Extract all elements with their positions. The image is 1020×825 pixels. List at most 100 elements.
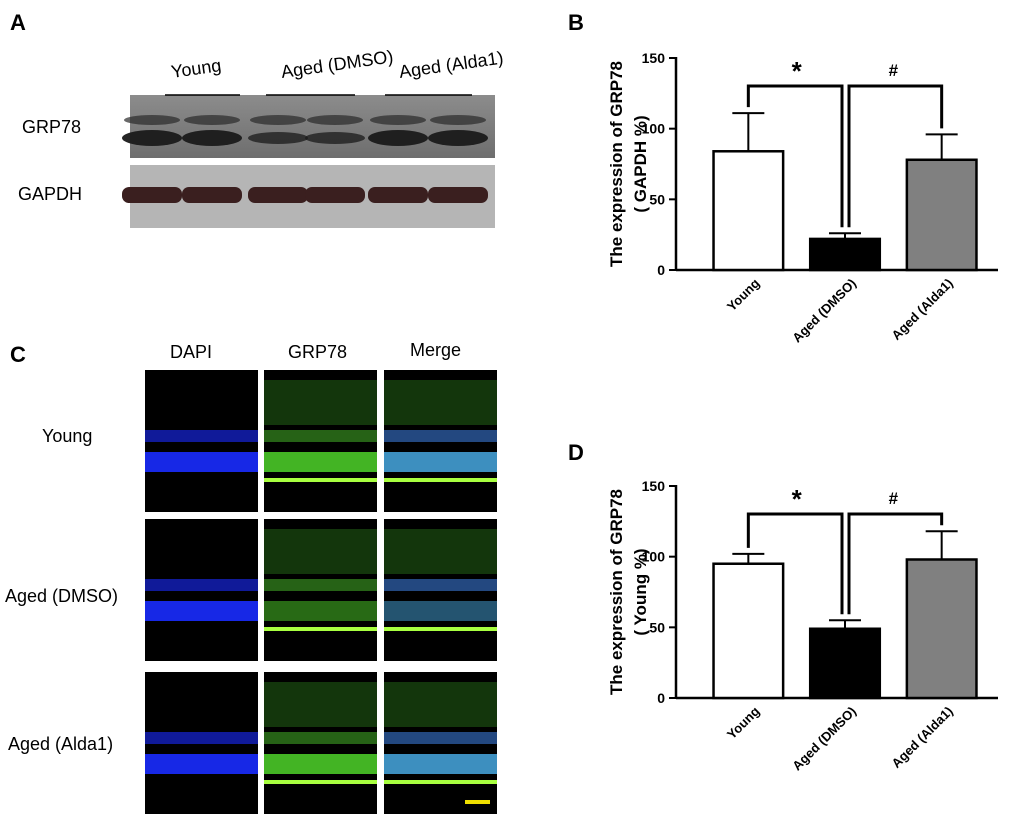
panel-label: A bbox=[10, 10, 26, 35]
layer bbox=[264, 627, 377, 631]
bracket bbox=[847, 84, 944, 228]
layer bbox=[384, 754, 497, 774]
layer bbox=[145, 732, 258, 744]
row-label: Aged (DMSO) bbox=[5, 586, 118, 606]
band bbox=[428, 187, 488, 203]
layer bbox=[264, 732, 377, 744]
significance: # bbox=[889, 61, 899, 80]
band bbox=[122, 130, 182, 146]
layer bbox=[384, 682, 497, 727]
layer bbox=[384, 627, 497, 631]
x-tick-label: Aged (DMSO) bbox=[789, 276, 859, 346]
panel-label: C bbox=[10, 342, 26, 367]
layer bbox=[384, 452, 497, 472]
y-tick-label: 50 bbox=[649, 619, 665, 635]
y-tick-label: 100 bbox=[642, 121, 666, 137]
y-tick-label: 150 bbox=[642, 478, 666, 494]
layer bbox=[384, 380, 497, 425]
band bbox=[182, 130, 242, 146]
scale-bar bbox=[465, 800, 490, 804]
y-axis-label: ( Young %) bbox=[631, 548, 650, 635]
band bbox=[248, 187, 308, 203]
blot-row-label: GAPDH bbox=[18, 184, 82, 204]
micrographs bbox=[145, 370, 497, 814]
x-tick-label: Young bbox=[724, 275, 763, 314]
layer bbox=[145, 452, 258, 472]
layer bbox=[264, 478, 377, 482]
band bbox=[248, 132, 308, 144]
layer bbox=[145, 754, 258, 774]
y-tick-label: 150 bbox=[642, 50, 666, 66]
bracket bbox=[746, 512, 844, 615]
band bbox=[430, 115, 486, 125]
band bbox=[305, 187, 365, 203]
band bbox=[184, 115, 240, 125]
x-tick-label: Aged (Alda1) bbox=[888, 276, 955, 343]
column-label: Merge bbox=[410, 340, 461, 360]
column-label: DAPI bbox=[170, 342, 212, 362]
y-axis-label: The expression of GRP78 bbox=[607, 61, 626, 267]
y-tick-label: 50 bbox=[649, 191, 665, 207]
band bbox=[305, 132, 365, 144]
y-axis-label: The expression of GRP78 bbox=[607, 489, 626, 695]
layer bbox=[264, 601, 377, 621]
band bbox=[250, 115, 306, 125]
blot-row-label: GRP78 bbox=[22, 117, 81, 137]
layer bbox=[384, 601, 497, 621]
layer bbox=[264, 780, 377, 784]
layer bbox=[145, 430, 258, 442]
row-label: Young bbox=[42, 426, 92, 446]
band bbox=[124, 115, 180, 125]
panel-label: D bbox=[568, 440, 584, 465]
band bbox=[307, 115, 363, 125]
y-axis-label: ( GAPDH %) bbox=[631, 115, 650, 212]
bands bbox=[122, 115, 488, 203]
significance: # bbox=[889, 489, 899, 508]
bar bbox=[808, 627, 882, 700]
blot-group-label: Aged (Alda1) bbox=[398, 48, 505, 82]
bar bbox=[905, 558, 978, 700]
band bbox=[122, 187, 182, 203]
layer bbox=[384, 579, 497, 591]
layer bbox=[264, 682, 377, 727]
bar bbox=[712, 562, 785, 700]
blot-group-label: Aged (DMSO) bbox=[280, 46, 395, 82]
layer bbox=[384, 780, 497, 784]
row-label: Aged (Alda1) bbox=[8, 734, 113, 754]
panel-label: B bbox=[568, 10, 584, 35]
y-tick-label: 0 bbox=[657, 690, 665, 706]
band bbox=[368, 130, 428, 146]
bracket bbox=[847, 512, 944, 615]
layer bbox=[264, 430, 377, 442]
layer bbox=[384, 430, 497, 442]
bar bbox=[905, 158, 978, 272]
significance: * bbox=[792, 484, 803, 514]
layer bbox=[264, 380, 377, 425]
band bbox=[182, 187, 242, 203]
y-tick-label: 0 bbox=[657, 262, 665, 278]
band bbox=[368, 187, 428, 203]
column-label: GRP78 bbox=[288, 342, 347, 362]
bracket bbox=[746, 84, 844, 228]
bar bbox=[712, 150, 785, 272]
blot-group-label: Young bbox=[170, 55, 223, 82]
layer bbox=[264, 579, 377, 591]
bar bbox=[808, 237, 882, 272]
layer bbox=[145, 579, 258, 591]
band bbox=[370, 115, 426, 125]
blot-groups: Young Aged (DMSO) Aged (Alda1) bbox=[165, 46, 505, 96]
layer bbox=[145, 601, 258, 621]
y-tick-label: 100 bbox=[642, 549, 666, 565]
blot-image bbox=[130, 95, 495, 158]
significance: * bbox=[792, 56, 803, 86]
layer bbox=[384, 529, 497, 574]
x-tick-label: Young bbox=[724, 703, 763, 742]
layer bbox=[264, 529, 377, 574]
layer bbox=[384, 478, 497, 482]
layer bbox=[264, 452, 377, 472]
layer bbox=[384, 732, 497, 744]
x-tick-label: Aged (DMSO) bbox=[789, 704, 859, 774]
x-tick-label: Aged (Alda1) bbox=[888, 704, 955, 771]
layer bbox=[264, 754, 377, 774]
